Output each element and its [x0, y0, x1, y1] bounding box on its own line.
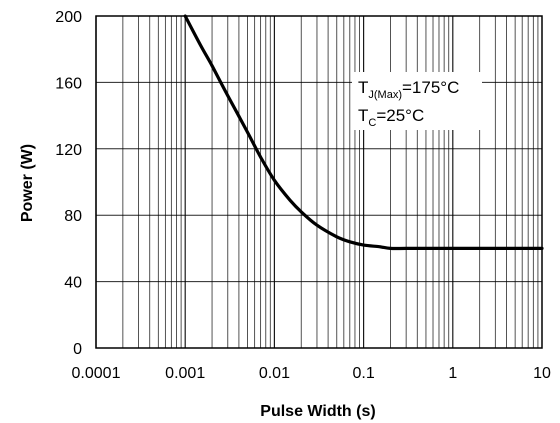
plot-frame	[95, 15, 543, 349]
y-tick-label: 40	[64, 275, 82, 292]
annotation-background	[352, 72, 482, 130]
x-tick-label: 10	[533, 365, 551, 382]
x-tick-label: 0.01	[259, 365, 290, 382]
series-line	[183, 14, 544, 251]
y-tick-label: 160	[55, 75, 82, 92]
annotation-tc: TC=25°C	[358, 106, 424, 129]
annotation: TJ(Max)=175°C TC=25°C	[352, 72, 482, 130]
x-tick-label: 0.001	[165, 365, 205, 382]
y-tick-label: 120	[55, 142, 82, 159]
annotation-tj-max: TJ(Max)=175°C	[358, 78, 459, 101]
tick-labels: 0 40 80 120 160 200 0.0001 0.001 0.01 0.1 1 10	[55, 9, 551, 382]
y-tick-label: 200	[55, 9, 82, 26]
x-tick-label: 0.1	[352, 365, 374, 382]
x-tick-label: 1	[448, 365, 457, 382]
x-axis-title: Pulse Width (s)	[260, 403, 375, 420]
y-tick-label: 80	[64, 208, 82, 225]
y-axis-title: Power (W)	[19, 144, 36, 222]
grid-lines	[95, 15, 542, 349]
x-tick-label: 0.0001	[72, 365, 121, 382]
y-tick-label: 0	[73, 341, 82, 358]
